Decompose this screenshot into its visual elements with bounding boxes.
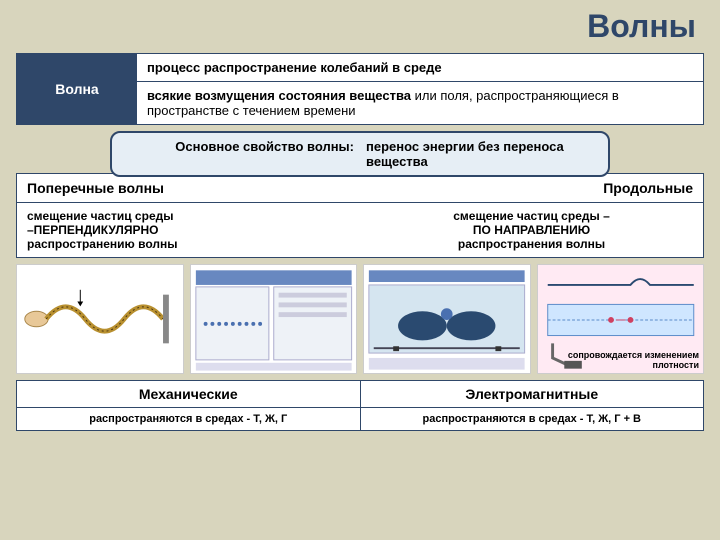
longitudinal-desc: смещение частиц среды – ПО НАПРАВЛЕНИЮ р…: [360, 203, 703, 257]
wave-types-body: смещение частиц среды –ПЕРПЕНДИКУЛЯРНО р…: [16, 203, 704, 258]
property-label: Основное свойство волны:: [126, 139, 366, 169]
slide: Волны Волна процесс распространение коле…: [0, 0, 720, 439]
longitudinal-header: Продольные: [360, 174, 703, 202]
mechanical-header: Механические: [17, 381, 361, 407]
tl3: распространению волны: [27, 237, 350, 251]
tl2: –ПЕРПЕНДИКУЛЯРНО: [27, 223, 350, 237]
definition-label: Волна: [17, 54, 137, 124]
illustration-caption: сопровождается изменением плотности: [538, 351, 700, 371]
tr3: распространения волны: [370, 237, 693, 251]
mechanical-desc: распространяются в средах - Т, Ж, Г: [17, 408, 361, 430]
transverse-header: Поперечные волны: [17, 174, 360, 202]
medium-types-header: Механические Электромагнитные: [16, 380, 704, 408]
def2-bold: всякие возмущения состояния вещества: [147, 88, 411, 103]
definition-block: Волна процесс распространение колебаний …: [16, 53, 704, 125]
illustrations-row: сопровождается изменением плотности: [16, 264, 704, 374]
wave-types-header: Поперечные волны Продольные: [16, 173, 704, 203]
property-value: перенос энергии без переноса вещества: [366, 139, 594, 169]
page-title: Волны: [16, 8, 704, 45]
tr1: смещение частиц среды –: [370, 209, 693, 223]
sim2-svg: [364, 265, 530, 373]
electromagnetic-desc: распространяются в средах - Т, Ж, Г + В: [361, 408, 704, 430]
illustration-rope-wave: [16, 264, 184, 374]
illustration-simulation-1: [190, 264, 358, 374]
medium-types-body: распространяются в средах - Т, Ж, Г расп…: [16, 408, 704, 431]
electromagnetic-header: Электромагнитные: [361, 381, 704, 407]
definition-row-2: всякие возмущения состояния вещества или…: [137, 82, 703, 124]
main-property-box: Основное свойство волны: перенос энергии…: [110, 131, 610, 177]
transverse-desc: смещение частиц среды –ПЕРПЕНДИКУЛЯРНО р…: [17, 203, 360, 257]
definition-row-1: процесс распространение колебаний в сред…: [137, 54, 703, 82]
illustration-simulation-2: [363, 264, 531, 374]
tr2: ПО НАПРАВЛЕНИЮ: [370, 223, 693, 237]
definition-rows: процесс распространение колебаний в сред…: [137, 54, 703, 124]
def1-bold: процесс распространение колебаний в сред…: [147, 60, 442, 75]
illustration-longitudinal-pulse: сопровождается изменением плотности: [537, 264, 705, 374]
tl1: смещение частиц среды: [27, 209, 350, 223]
rope-wave-svg: [17, 265, 183, 373]
sim1-svg: [191, 265, 357, 373]
